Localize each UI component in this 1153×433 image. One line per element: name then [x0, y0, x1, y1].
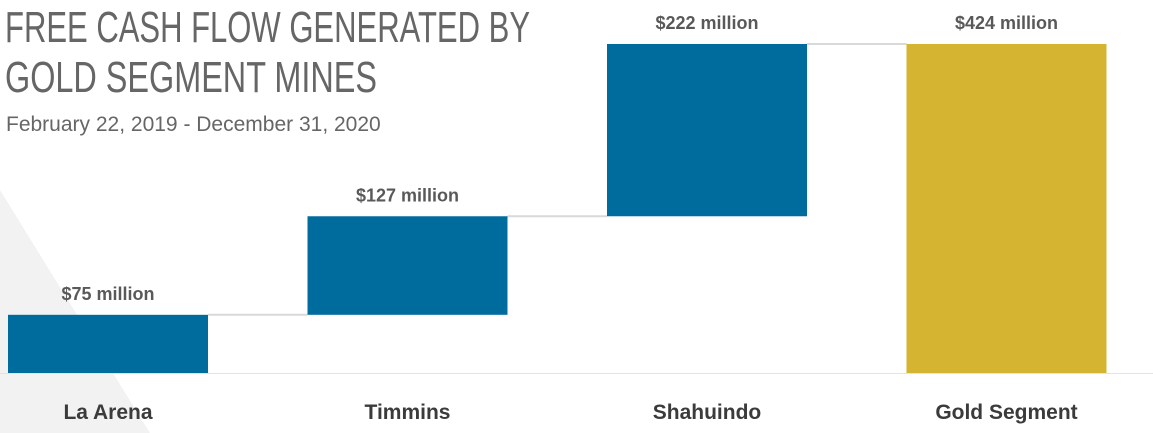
bar: [307, 216, 508, 315]
bar: [906, 44, 1107, 373]
x-tick-label: Gold Segment: [935, 401, 1077, 424]
data-label: $222 million: [655, 13, 758, 33]
bar: [8, 314, 208, 373]
chart-title: GOLD SEGMENT MINES: [5, 53, 377, 102]
x-tick-label: La Arena: [63, 401, 152, 424]
chart-subtitle: February 22, 2019 - December 31, 2020: [6, 113, 381, 136]
chart-title: FREE CASH FLOW GENERATED BY: [5, 3, 530, 52]
data-label: $127 million: [356, 185, 459, 205]
bar: [607, 44, 807, 217]
x-tick-label: Timmins: [365, 401, 451, 424]
background-shape: [0, 190, 150, 433]
data-label: $75 million: [61, 284, 154, 304]
x-tick-label: Shahuindo: [653, 401, 762, 424]
data-label: $424 million: [955, 13, 1058, 33]
